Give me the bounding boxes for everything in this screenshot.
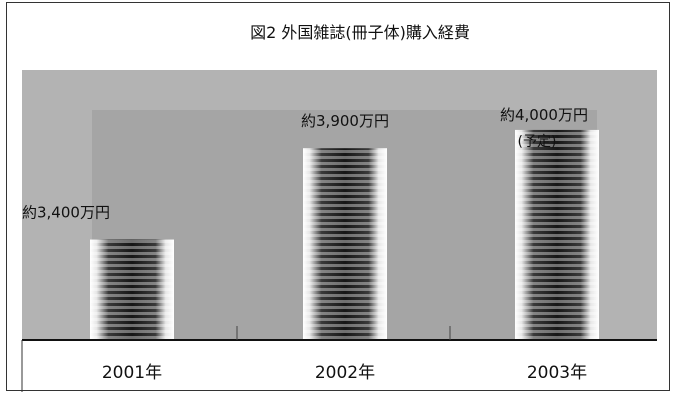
x-tick-label: 2001年 (102, 363, 162, 383)
bar-texture (515, 129, 599, 340)
bar-texture (90, 239, 174, 340)
annotation-label: (予定) (518, 134, 557, 150)
data-label: 約3,400万円 (22, 204, 110, 222)
chart-title: 図2 外国雑誌(冊子体)購入経費 (250, 23, 470, 42)
data-label: 約4,000万円 (500, 106, 588, 124)
data-label: 約3,900万円 (301, 112, 389, 130)
x-tick-label: 2002年 (315, 363, 375, 383)
x-tick-label: 2003年 (527, 363, 587, 383)
bar-texture (303, 148, 387, 340)
